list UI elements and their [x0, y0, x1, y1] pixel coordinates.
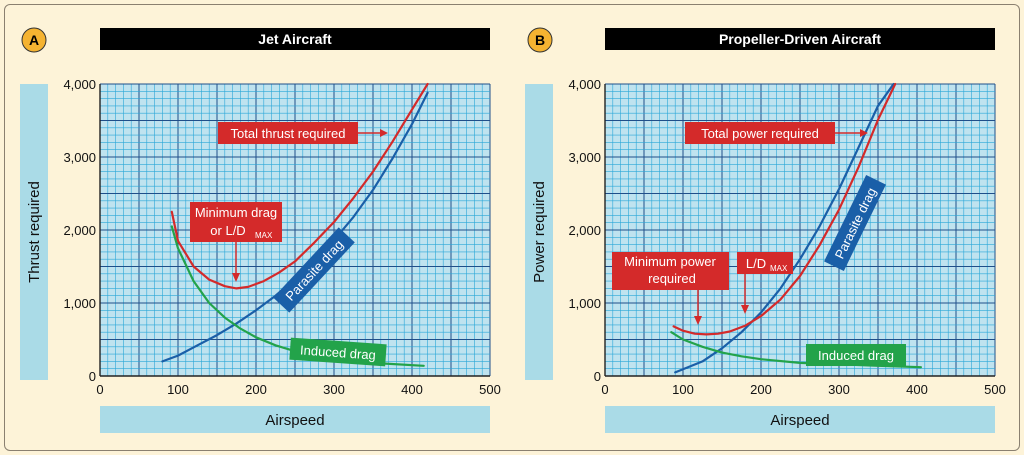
- x-tick-label: 500: [984, 382, 1006, 397]
- label-box: [289, 337, 387, 367]
- x-tick-label: 500: [479, 382, 501, 397]
- label-induced-drag: Induced drag: [806, 344, 906, 366]
- x-tick-label: 200: [245, 382, 267, 397]
- y-axis-label: Thrust required: [26, 181, 43, 283]
- x-tick-label: 100: [167, 382, 189, 397]
- annotation-total-power: Total power required: [685, 122, 868, 144]
- label-text: Induced drag: [300, 342, 377, 362]
- x-tick-label: 0: [96, 382, 103, 397]
- y-tick-label: 4,000: [63, 77, 96, 92]
- label-box: [806, 344, 906, 366]
- annotation-text: L/D: [746, 256, 766, 271]
- xlabel-bar: [605, 406, 995, 433]
- y-tick-label: 2,000: [568, 223, 601, 238]
- panel-b-propeller-aircraft: B Propeller-Driven Aircraft Power requir…: [525, 27, 1006, 433]
- arrow-head: [380, 129, 388, 137]
- annotation-line1: Minimum power: [624, 254, 716, 269]
- ylabel-bar: [525, 84, 553, 380]
- y-axis-label: Power required: [531, 181, 548, 283]
- x-axis-label: Airspeed: [770, 412, 829, 429]
- arrow-head: [860, 129, 868, 137]
- annotation-box: [218, 122, 358, 144]
- annotation-line1: Minimum drag: [195, 205, 277, 220]
- title-bar: [100, 28, 490, 50]
- title-bar: [605, 28, 995, 50]
- panel-badge: A: [29, 32, 39, 48]
- annotation-minimum-power: Minimum power required: [612, 252, 729, 325]
- annotation-subscript: MAX: [770, 264, 788, 273]
- series-line-total-thrust-required: [170, 82, 429, 290]
- x-tick-label: 300: [828, 382, 850, 397]
- annotation-text: Total thrust required: [231, 126, 346, 141]
- annotation-line2: required: [648, 271, 696, 286]
- y-tick-label: 3,000: [63, 150, 96, 165]
- series-line-total-power-required: [672, 82, 897, 336]
- badge-circle: [527, 27, 553, 53]
- label-box: [273, 227, 355, 313]
- chart-title: Jet Aircraft: [258, 31, 332, 47]
- annotation-box: [190, 202, 282, 242]
- x-tick-label: 100: [672, 382, 694, 397]
- y-tick-label: 3,000: [568, 150, 601, 165]
- x-tick-label: 200: [750, 382, 772, 397]
- annotation-subscript: MAX: [255, 231, 273, 240]
- xlabel-bar: [100, 406, 490, 433]
- annotation-minimum-drag: Minimum drag or L/D MAX: [190, 202, 282, 282]
- annotation-box: [685, 122, 835, 144]
- y-tick-label: 0: [594, 369, 601, 384]
- label-induced-drag: Induced drag: [289, 337, 387, 367]
- y-tick-label: 1,000: [63, 296, 96, 311]
- y-tick-label: 2,000: [63, 223, 96, 238]
- y-tick-label: 1,000: [568, 296, 601, 311]
- tick-labels: 0 100 200 300 400 500 0 1,000 2,000 3,000 4,000: [568, 77, 1005, 397]
- x-tick-label: 0: [601, 382, 608, 397]
- y-tick-label: 0: [89, 369, 96, 384]
- x-tick-label: 400: [401, 382, 423, 397]
- annotation-total-thrust: Total thrust required: [218, 122, 388, 144]
- chart-title: Propeller-Driven Aircraft: [719, 31, 881, 47]
- annotation-line2: or L/D: [210, 223, 245, 238]
- label-text: Induced drag: [818, 348, 894, 363]
- x-tick-label: 400: [906, 382, 928, 397]
- annotation-ld-max: L/D MAX: [737, 252, 793, 314]
- arrow-head: [694, 316, 702, 325]
- tick-labels: 0 100 200 300 400 500 0 1,000 2,000 3,000 4,000: [63, 77, 500, 397]
- annotation-box: [612, 252, 729, 290]
- label-box: [824, 175, 886, 271]
- x-axis-label: Airspeed: [265, 412, 324, 429]
- arrow-head: [741, 305, 749, 314]
- arrow-head: [232, 273, 240, 282]
- ylabel-bar: [20, 84, 48, 380]
- panel-a-jet-aircraft: A Jet Aircraft Thrust required Airspeed …: [20, 27, 501, 433]
- x-tick-label: 300: [323, 382, 345, 397]
- y-tick-label: 4,000: [568, 77, 601, 92]
- panel-badge: B: [535, 32, 545, 48]
- annotation-box: [737, 252, 793, 274]
- badge-circle: [21, 27, 47, 53]
- annotation-text: Total power required: [701, 126, 819, 141]
